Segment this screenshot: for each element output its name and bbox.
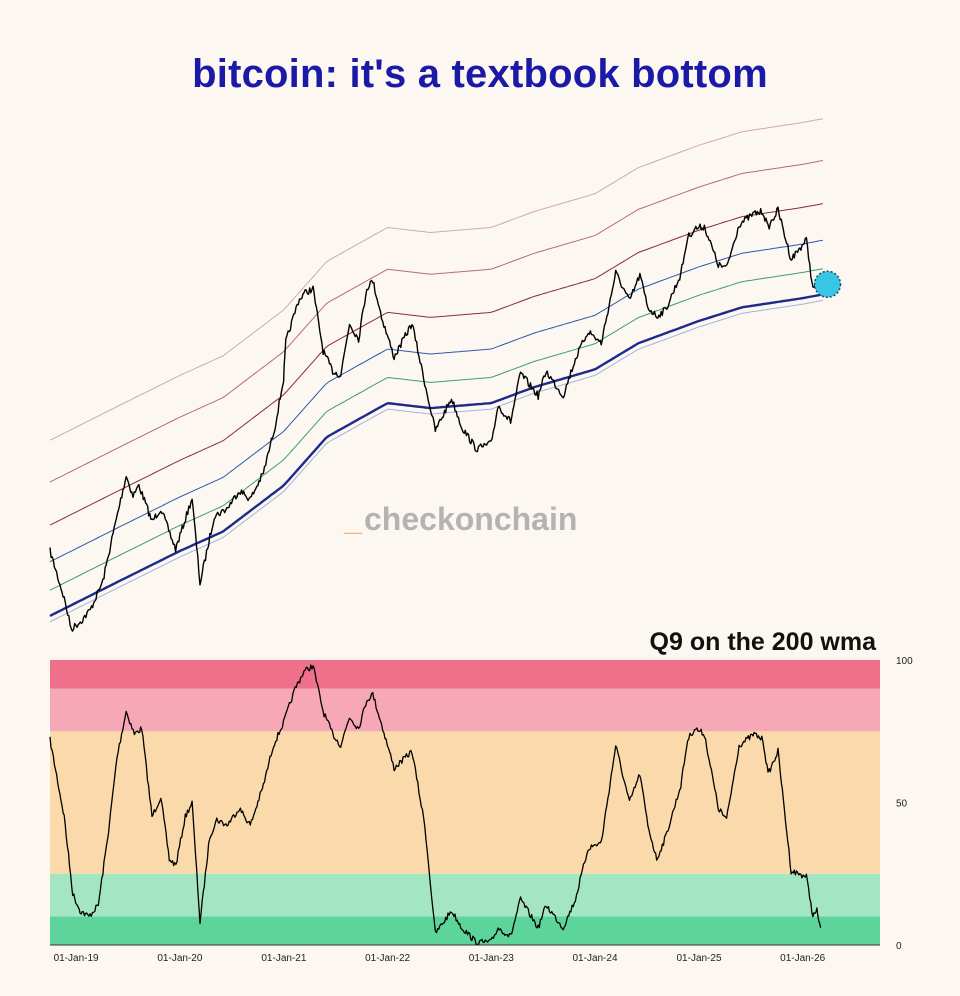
band-line-5 [49,118,824,441]
band-line-1 [49,268,823,591]
band-lines [49,118,824,623]
band-line-0 [49,293,824,617]
x-tick-label: 01-Jan-26 [780,953,825,964]
x-tick-label: 01-Jan-23 [469,953,514,964]
band-line-2 [49,239,823,563]
watermark: checkonchain [364,501,577,537]
oscillator-title: Q9 on the 200 wma [650,628,878,656]
band-line-4 [49,160,823,483]
x-ticks: 01-Jan-19 01-Jan-20 01-Jan-21 01-Jan-22 01-J… [54,953,826,964]
y-tick-label: 0 [896,941,902,952]
zone-band-1 [50,873,880,917]
y-tick-label: 100 [896,656,913,667]
x-tick-label: 01-Jan-20 [157,953,202,964]
zone-bands [50,660,880,945]
zone-band-2 [50,731,880,874]
x-tick-label: 01-Jan-19 [54,953,99,964]
x-tick-label: 01-Jan-21 [261,953,306,964]
y-tick-label: 50 [896,799,908,810]
price-panel: _ checkonchain [49,118,842,632]
band-line-lower [49,299,823,623]
x-tick-label: 01-Jan-25 [676,953,721,964]
oscillator-line [49,664,822,946]
highlight-marker-group [813,270,842,299]
x-tick-label: 01-Jan-24 [572,953,617,964]
price-line [49,206,822,632]
oscillator-panel: 01-Jan-19 01-Jan-20 01-Jan-21 01-Jan-22 01-J… [49,628,913,964]
zone-band-0 [50,916,880,945]
y-ticks: 100 50 0 [896,656,913,952]
highlight-marker [813,270,842,299]
zone-band-3 [50,688,880,732]
chart-title: bitcoin: it's a textbook bottom [192,52,768,96]
watermark-underscore: _ [343,501,363,537]
x-tick-label: 01-Jan-22 [365,953,410,964]
zone-band-4 [50,660,880,689]
band-line-3 [49,203,824,526]
